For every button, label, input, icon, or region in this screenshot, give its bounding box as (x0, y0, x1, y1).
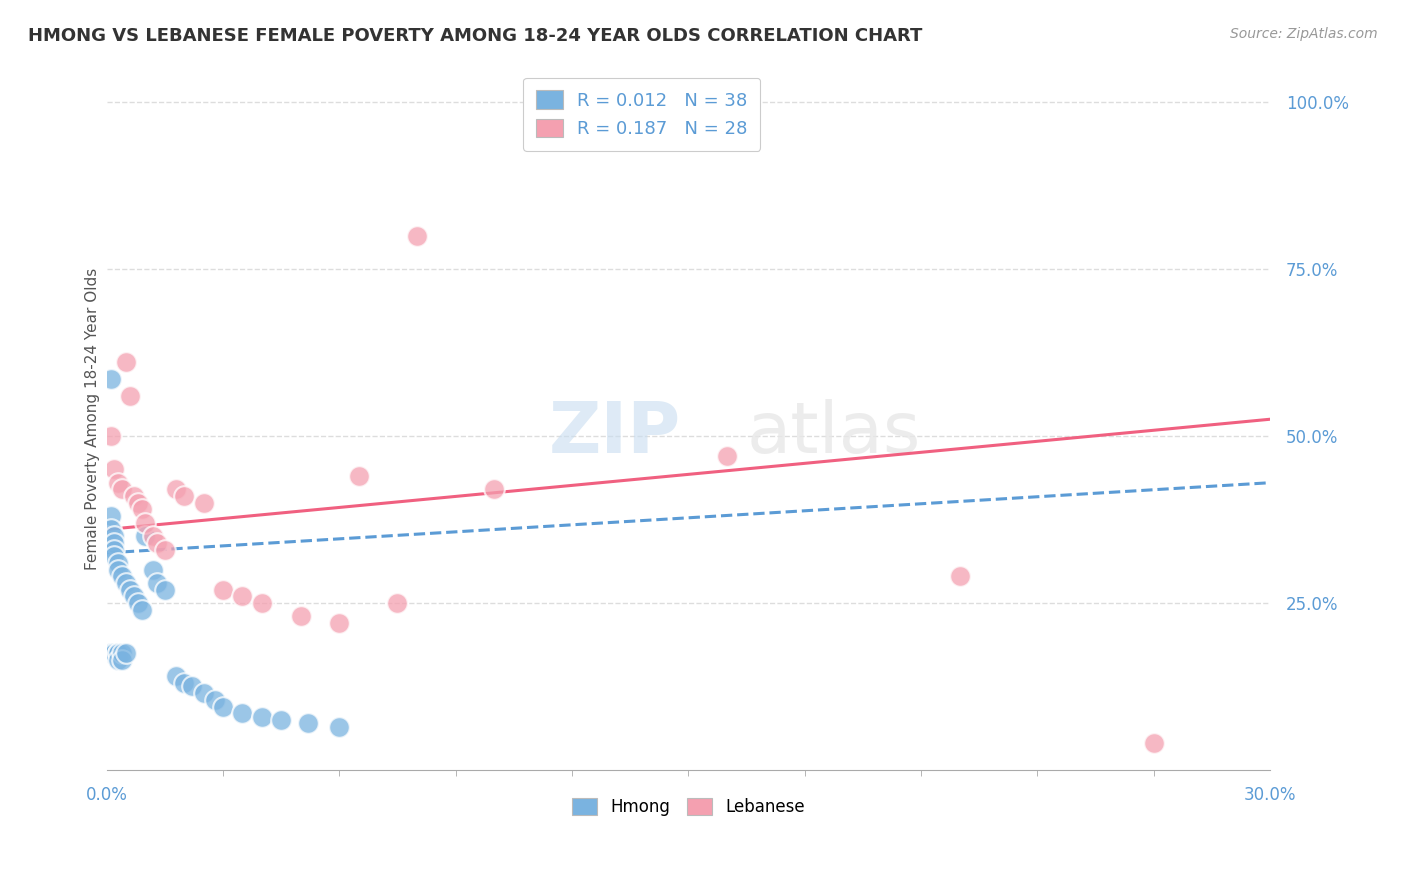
Text: atlas: atlas (747, 399, 921, 467)
Point (100, 429, 122, 443)
Point (173, 489, 195, 503)
Point (107, 646, 129, 660)
Point (115, 355, 138, 369)
Text: HMONG VS LEBANESE FEMALE POVERTY AMONG 18-24 YEAR OLDS CORRELATION CHART: HMONG VS LEBANESE FEMALE POVERTY AMONG 1… (28, 27, 922, 45)
Point (166, 483, 188, 497)
Point (115, 576, 138, 591)
Point (212, 699, 235, 714)
Point (134, 529, 156, 543)
Point (153, 582, 176, 597)
Point (103, 536, 125, 550)
Point (153, 542, 176, 557)
Point (103, 549, 125, 564)
Point (270, 713, 292, 727)
Point (107, 653, 129, 667)
Point (250, 709, 273, 723)
Point (100, 372, 122, 386)
Point (111, 646, 134, 660)
Point (107, 646, 129, 660)
Point (111, 483, 134, 497)
Point (115, 646, 138, 660)
Point (231, 706, 253, 721)
Point (193, 496, 215, 510)
Point (328, 615, 350, 630)
Point (290, 609, 312, 624)
Point (107, 563, 129, 577)
Point (347, 469, 370, 483)
Point (716, 449, 738, 463)
Point (204, 693, 226, 707)
Point (122, 589, 145, 603)
Point (212, 582, 235, 597)
Y-axis label: Female Poverty Among 18-24 Year Olds: Female Poverty Among 18-24 Year Olds (86, 268, 100, 570)
Point (142, 563, 165, 577)
Point (107, 556, 129, 570)
Point (131, 502, 153, 516)
Point (122, 489, 145, 503)
Point (949, 569, 972, 583)
Point (103, 462, 125, 476)
Point (146, 536, 169, 550)
Point (1142, 736, 1164, 750)
Point (107, 475, 129, 490)
Point (297, 716, 319, 731)
Point (127, 596, 149, 610)
Point (173, 676, 195, 690)
Point (131, 602, 153, 616)
Point (166, 669, 188, 683)
Point (146, 576, 169, 591)
Point (103, 529, 125, 543)
Point (181, 680, 204, 694)
Point (118, 582, 141, 597)
Point (118, 389, 141, 403)
Point (250, 596, 273, 610)
Point (111, 653, 134, 667)
Text: ZIP: ZIP (548, 399, 681, 467)
Legend: Hmong, Lebanese: Hmong, Lebanese (564, 790, 813, 825)
Point (100, 509, 122, 524)
Point (405, 228, 427, 243)
Point (111, 569, 134, 583)
Point (100, 646, 122, 660)
Point (103, 542, 125, 557)
Point (100, 523, 122, 537)
Point (142, 529, 165, 543)
Point (134, 516, 156, 530)
Point (484, 483, 506, 497)
Point (193, 686, 215, 700)
Point (103, 646, 125, 660)
Text: Source: ZipAtlas.com: Source: ZipAtlas.com (1230, 27, 1378, 41)
Point (127, 496, 149, 510)
Point (328, 720, 350, 734)
Point (231, 589, 253, 603)
Point (387, 596, 409, 610)
